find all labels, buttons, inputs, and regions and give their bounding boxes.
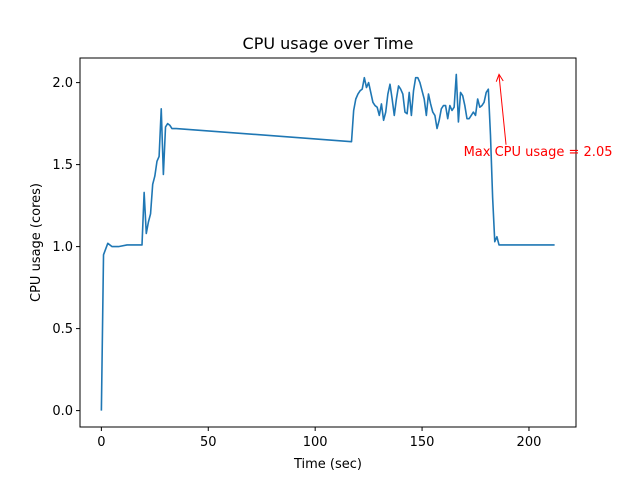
y-axis-ticks: 0.0 0.5 1.0 1.5 2.0 <box>52 76 80 419</box>
x-axis-ticks: 0 50 100 150 200 <box>97 427 541 450</box>
y-tick-label: 1.5 <box>52 158 73 173</box>
y-axis-label: CPU usage (cores) <box>29 183 44 302</box>
chart-title: CPU usage over Time <box>243 34 414 53</box>
plot-area <box>100 73 555 411</box>
y-tick-label: 1.0 <box>52 240 73 255</box>
annotation-arrow-head <box>495 73 504 82</box>
annotation-arrow-line <box>498 75 507 145</box>
axes-frame <box>79 57 577 428</box>
x-axis-label: Time (sec) <box>293 457 362 472</box>
x-tick-label: 50 <box>200 435 217 450</box>
cpu-usage-line <box>100 73 555 411</box>
annotation-text: Max CPU usage = 2.05 <box>464 145 613 160</box>
x-tick-label: 200 <box>517 435 542 450</box>
y-tick-label: 2.0 <box>52 76 73 91</box>
x-tick-label: 100 <box>303 435 328 450</box>
x-tick-label: 0 <box>97 435 105 450</box>
y-tick-label: 0.0 <box>52 404 73 419</box>
y-tick-label: 0.5 <box>52 322 73 337</box>
x-tick-label: 150 <box>410 435 435 450</box>
max-annotation: Max CPU usage = 2.05 <box>464 73 613 160</box>
